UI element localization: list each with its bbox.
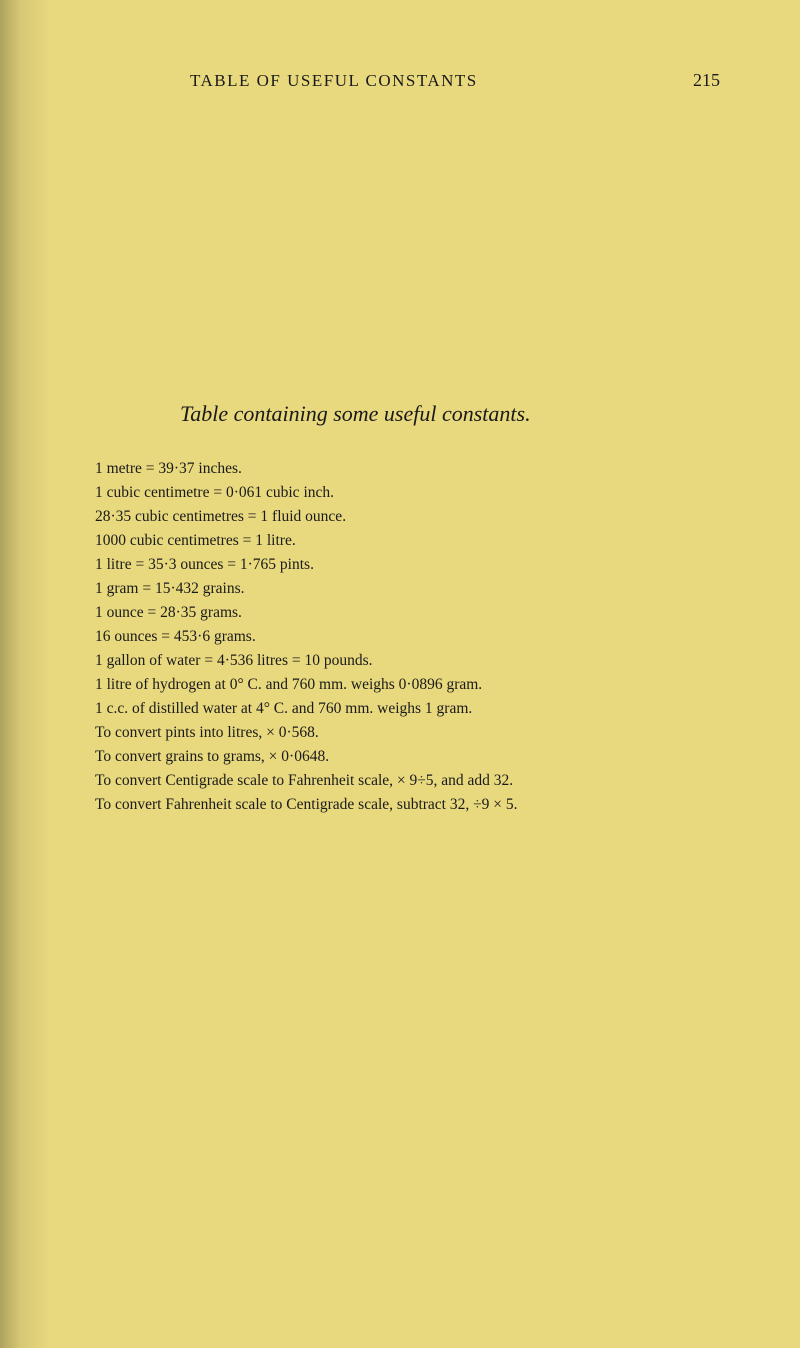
constant-line: To convert Centigrade scale to Fahrenhei… [95,769,720,793]
constants-list: 1 metre = 39·37 inches. 1 cubic centimet… [95,457,720,817]
constant-line: To convert pints into litres, × 0·568. [95,721,720,745]
constant-line: 1 litre of hydrogen at 0° C. and 760 mm.… [95,673,720,697]
constant-line: To convert Fahrenheit scale to Centigrad… [95,793,720,817]
constant-line: 28·35 cubic centimetres = 1 fluid ounce. [95,505,720,529]
page-number: 215 [693,70,720,91]
constant-line: 1 gram = 15·432 grains. [95,577,720,601]
page-header: TABLE OF USEFUL CONSTANTS 215 [95,70,720,91]
table-title: Table containing some useful constants. [180,401,720,427]
constant-line: 16 ounces = 453·6 grams. [95,625,720,649]
constant-line: 1 metre = 39·37 inches. [95,457,720,481]
page-binding-shadow [0,0,50,1348]
constant-line: 1000 cubic centimetres = 1 litre. [95,529,720,553]
constant-line: 1 litre = 35·3 ounces = 1·765 pints. [95,553,720,577]
header-title: TABLE OF USEFUL CONSTANTS [190,71,478,91]
constant-line: 1 c.c. of distilled water at 4° C. and 7… [95,697,720,721]
constant-line: 1 cubic centimetre = 0·061 cubic inch. [95,481,720,505]
constant-line: To convert grains to grams, × 0·0648. [95,745,720,769]
constant-line: 1 ounce = 28·35 grams. [95,601,720,625]
constant-line: 1 gallon of water = 4·536 litres = 10 po… [95,649,720,673]
